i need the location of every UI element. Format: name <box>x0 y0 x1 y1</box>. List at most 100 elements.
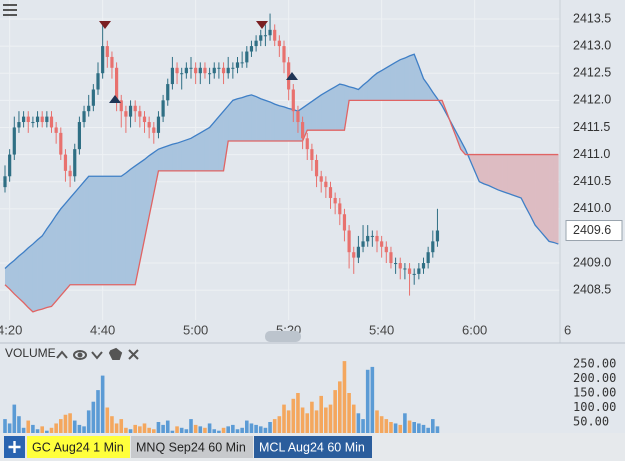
volume-bar <box>403 413 407 433</box>
cloud-fill <box>479 154 485 184</box>
cloud-fill <box>404 55 410 101</box>
menu-icon[interactable] <box>3 4 17 16</box>
candle-body <box>198 67 202 74</box>
cloud-fill <box>335 84 341 131</box>
cloud-fill <box>353 87 359 101</box>
candle-body <box>63 154 68 171</box>
scroll-handle[interactable] <box>265 331 301 342</box>
volume-bar <box>412 422 416 433</box>
volume-bar <box>86 410 91 433</box>
tab[interactable] <box>131 436 253 458</box>
candle-body <box>296 111 300 123</box>
volume-bar <box>207 423 212 433</box>
volume-bar <box>217 430 221 433</box>
cloud-fill <box>88 176 94 285</box>
cloud-fill <box>93 176 99 285</box>
volume-bar <box>375 410 379 433</box>
cloud-fill <box>488 154 494 188</box>
volume-bar <box>142 423 147 433</box>
candle-body <box>301 122 305 139</box>
sell-signal <box>99 21 111 29</box>
candle-body <box>184 67 188 74</box>
volume-bar <box>398 424 403 433</box>
tab-label[interactable]: MNQ Sep24 60 Min <box>136 440 246 454</box>
cloud-fill <box>535 154 541 231</box>
volume-bar <box>119 419 124 433</box>
volume-bar <box>175 426 179 433</box>
cloud-fill <box>330 86 336 131</box>
volume-bar <box>114 423 119 433</box>
candle-body <box>403 268 407 270</box>
candle-body <box>96 73 100 90</box>
candle-body <box>249 46 254 52</box>
cloud-fill <box>135 162 141 285</box>
cloud-fill <box>130 165 136 285</box>
candle-body <box>101 46 105 74</box>
cloud-fill <box>363 81 368 101</box>
cloud-fill <box>177 141 182 171</box>
candle-body <box>282 46 286 63</box>
cloud-fill <box>400 58 406 101</box>
volume-bar <box>231 424 235 433</box>
cloud-fill <box>316 94 322 131</box>
candle-body <box>147 122 151 128</box>
cloud-fill <box>181 139 187 171</box>
last-price-label: 2409.6 <box>573 223 611 237</box>
panel-title: VOLUME <box>5 346 56 360</box>
y-tick-label: 2410.0 <box>573 201 611 215</box>
cloud-fill <box>14 256 20 299</box>
cloud-fill <box>418 66 424 101</box>
candle-body <box>3 176 7 188</box>
cloud-fill <box>274 104 280 142</box>
volume-bar <box>17 416 21 433</box>
candle-body <box>361 241 365 247</box>
cloud-fill <box>372 73 378 101</box>
volume-bar <box>63 414 68 433</box>
volume-bar <box>12 404 17 433</box>
cloud-fill <box>218 111 224 171</box>
cloud-fill <box>70 192 76 285</box>
volume-bar <box>221 427 226 433</box>
cloud-fill <box>23 247 29 308</box>
y-tick-label: 2413.0 <box>573 38 611 52</box>
cloud-fill <box>516 154 522 198</box>
candle-body <box>375 235 379 242</box>
cloud-fill <box>367 77 373 101</box>
cloud-line <box>4 99 559 313</box>
cloud-fill <box>409 54 415 101</box>
tab-label[interactable]: MCL Aug24 60 Min <box>259 440 365 454</box>
volume-bar <box>245 420 249 433</box>
tab-label[interactable]: GC Aug24 1 Min <box>32 440 124 454</box>
cloud-fill <box>395 59 401 101</box>
candle-body <box>208 73 212 75</box>
y-tick-label: 200.00 <box>573 371 616 385</box>
panel-controls[interactable] <box>56 347 139 360</box>
cloud-fill <box>37 235 43 311</box>
volume-bar <box>203 427 207 433</box>
volume-bar <box>291 398 296 433</box>
candle-body <box>277 40 281 47</box>
volume-bar <box>96 390 100 433</box>
candle-body <box>138 111 142 117</box>
candle-body <box>45 116 49 123</box>
volume-bar <box>110 416 114 433</box>
cloud-fill <box>325 89 331 131</box>
cloud-fill <box>60 203 66 296</box>
volume-bar <box>54 423 58 433</box>
volume-bar <box>161 424 165 433</box>
volume-bar <box>49 427 54 433</box>
cloud-fill <box>428 85 434 101</box>
y-tick-label: 2412.0 <box>573 93 611 107</box>
candle-body <box>17 122 21 128</box>
volume-bar <box>361 419 365 433</box>
cloud-fill <box>18 252 24 303</box>
tab[interactable] <box>27 436 130 458</box>
candle-body <box>77 122 81 150</box>
candle-body <box>235 62 240 68</box>
tab[interactable] <box>254 436 372 458</box>
cloud-fill <box>377 70 382 101</box>
cloud-fill <box>125 169 131 285</box>
cloud-fill <box>9 260 15 294</box>
candle-body <box>394 263 398 265</box>
